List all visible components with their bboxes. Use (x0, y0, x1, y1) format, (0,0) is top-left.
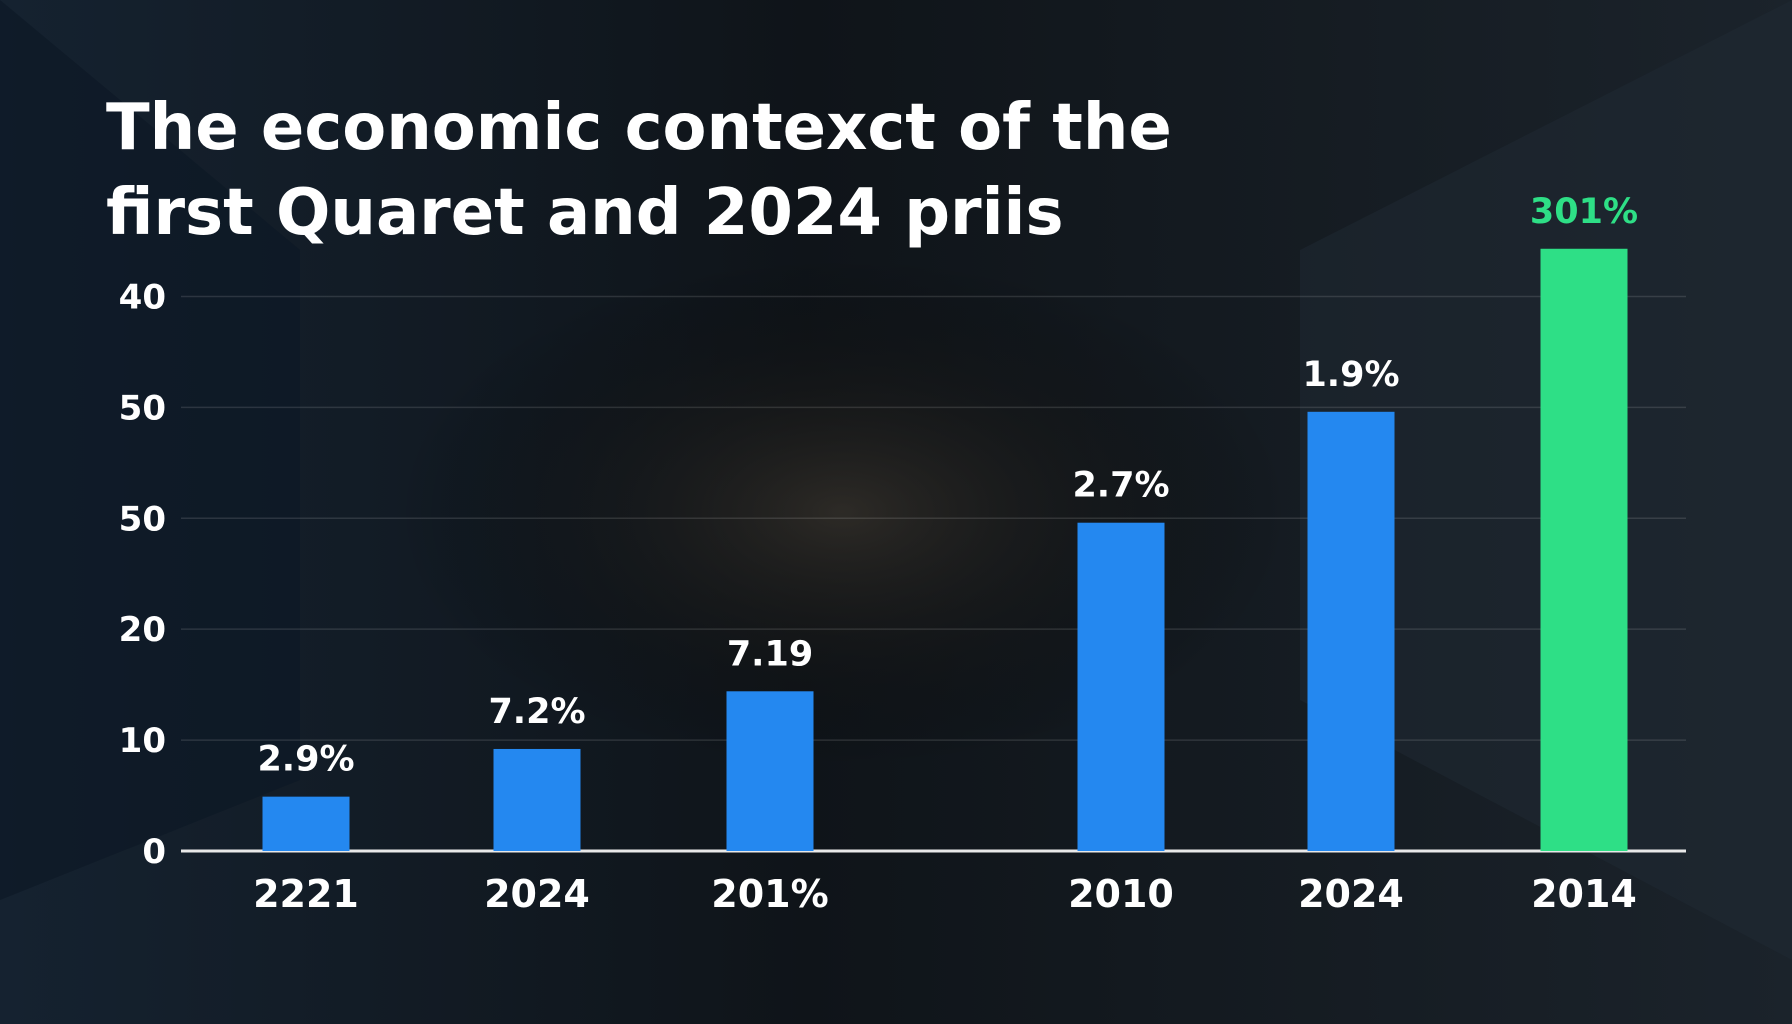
y-tick-label: 0 (142, 832, 166, 872)
y-tick-label: 50 (119, 499, 166, 539)
bar (262, 796, 350, 851)
bar (1077, 522, 1165, 851)
bar-label: 7.19 (727, 634, 813, 674)
x-tick-label: 2010 (1068, 872, 1174, 916)
bar (726, 691, 814, 851)
y-tick-label: 50 (119, 388, 166, 428)
bar-label: 7.2% (488, 692, 585, 732)
bar-label: 2.9% (257, 740, 354, 780)
background-wall (0, 0, 300, 900)
bar-label: 1.9% (1302, 355, 1399, 395)
bar-label: 2.7% (1072, 466, 1169, 506)
bar (1540, 248, 1628, 851)
x-tick-label: 201% (711, 872, 828, 916)
x-tick-label: 2014 (1531, 872, 1637, 916)
y-tick-label: 40 (119, 277, 166, 317)
x-tick-label: 2221 (253, 872, 359, 916)
chart-title: first Quaret and 2024 priis (106, 176, 1064, 250)
x-tick-label: 2024 (484, 872, 590, 916)
y-tick-label: 20 (119, 610, 166, 650)
chart-title: The economic contexct of the (106, 91, 1172, 165)
x-tick-label: 2024 (1298, 872, 1404, 916)
bar (493, 748, 581, 851)
y-tick-label: 10 (119, 721, 166, 761)
bar-label: 301% (1530, 192, 1638, 232)
bar (1307, 411, 1395, 851)
